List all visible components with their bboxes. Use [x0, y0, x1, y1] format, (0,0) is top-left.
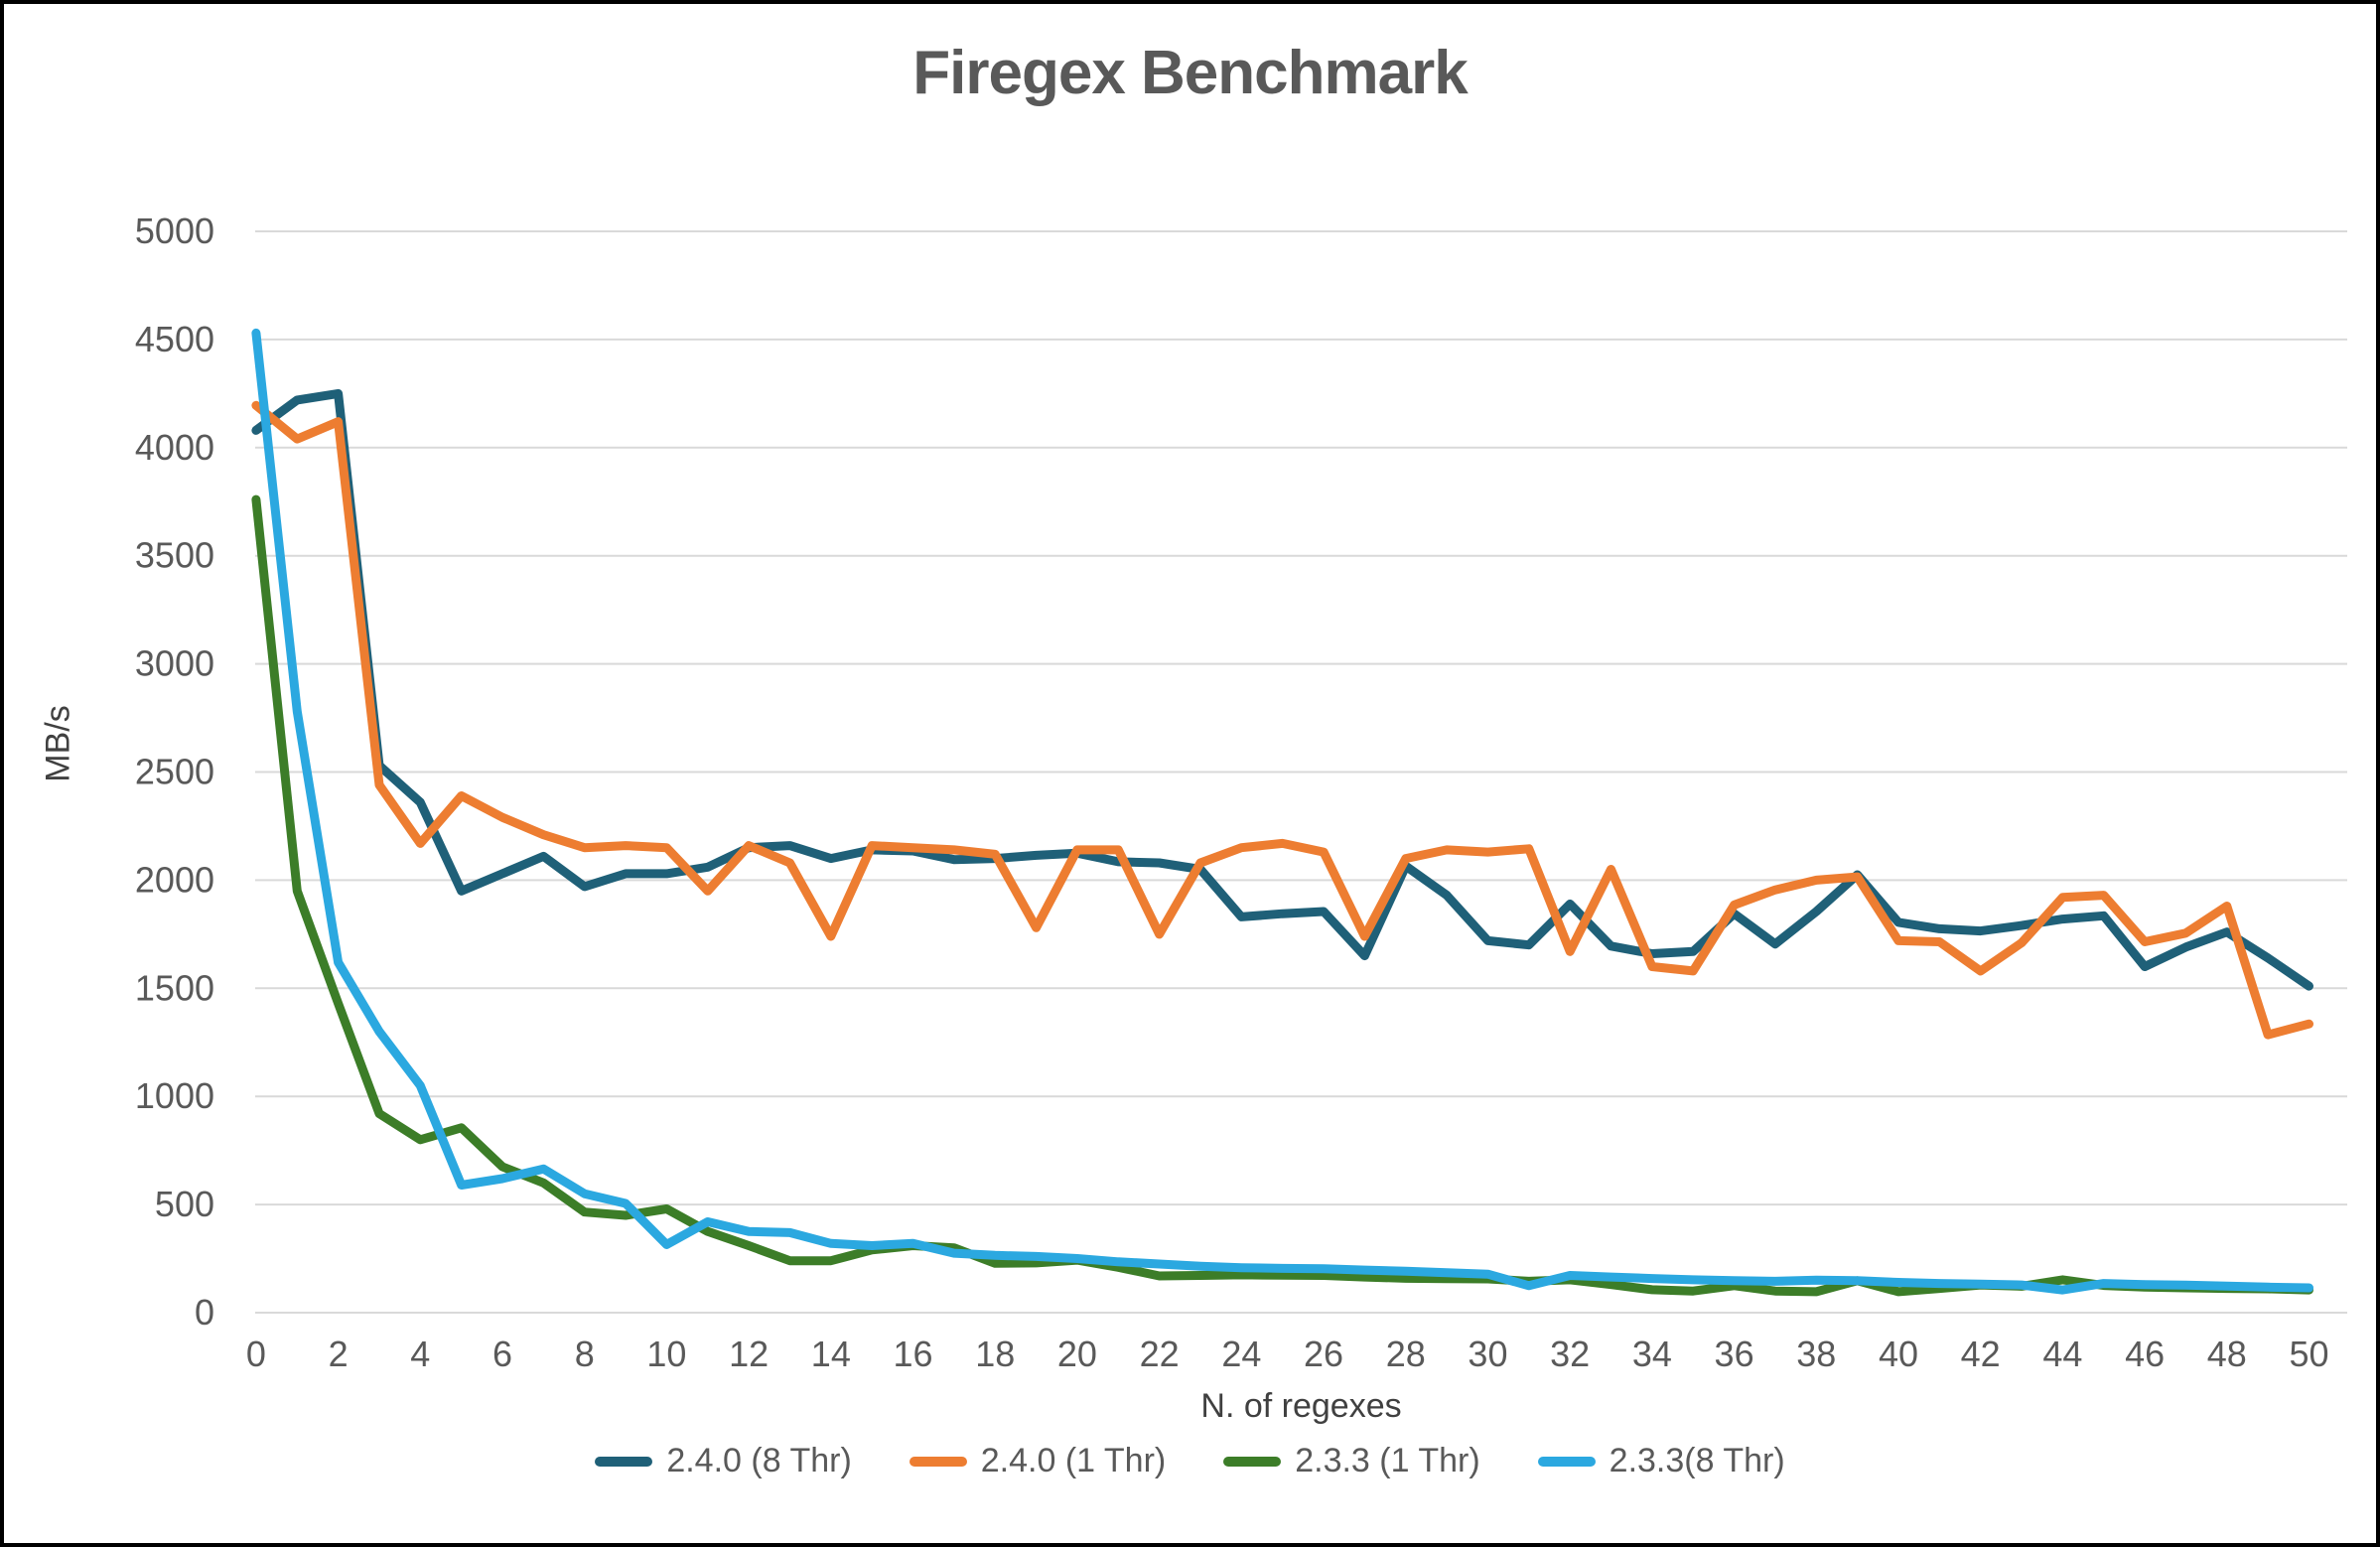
y-tick-label: 3000	[135, 643, 214, 684]
legend-item: 2.3.3 (1 Thr)	[1223, 1442, 1480, 1480]
y-tick-label: 2000	[135, 859, 214, 900]
x-tick-label: 16	[894, 1334, 933, 1374]
y-tick-label: 5000	[135, 211, 214, 251]
legend-swatch	[909, 1456, 967, 1467]
plot-area: 0500100015002000250030003500400045005000…	[135, 211, 2347, 1374]
legend-swatch	[1223, 1456, 1282, 1467]
series-line-2-3-3-1-thr-	[251, 494, 2313, 1297]
x-tick-label: 14	[811, 1334, 851, 1374]
x-tick-label: 32	[1550, 1334, 1590, 1374]
x-tick-label: 38	[1796, 1334, 1836, 1374]
y-tick-label: 4000	[135, 427, 214, 468]
x-tick-label: 34	[1632, 1334, 1672, 1374]
legend-label: 2.3.3 (1 Thr)	[1295, 1442, 1480, 1479]
y-tick-label: 0	[195, 1292, 214, 1333]
x-tick-label: 8	[575, 1334, 595, 1374]
x-tick-label: 50	[2289, 1334, 2328, 1374]
x-tick-label: 46	[2125, 1334, 2165, 1374]
series-line-2-3-3-8-thr-	[251, 328, 2313, 1295]
x-tick-label: 12	[729, 1334, 769, 1374]
series-line-2-4-0-8-thr-	[251, 388, 2313, 991]
x-tick-label: 44	[2042, 1334, 2082, 1374]
x-tick-label: 42	[1961, 1334, 2001, 1374]
legend-item: 2.4.0 (8 Thr)	[595, 1442, 852, 1480]
legend-label: 2.4.0 (1 Thr)	[980, 1442, 1167, 1479]
x-tick-label: 26	[1304, 1334, 1343, 1374]
x-tick-label: 10	[646, 1334, 686, 1374]
x-tick-label: 30	[1468, 1334, 1507, 1374]
x-tick-label: 28	[1386, 1334, 1426, 1374]
y-tick-label: 500	[155, 1184, 214, 1224]
y-tick-label: 1000	[135, 1075, 214, 1116]
x-tick-label: 2	[329, 1334, 349, 1374]
x-tick-label: 36	[1715, 1334, 1754, 1374]
x-tick-label: 40	[1879, 1334, 1918, 1374]
y-tick-label: 4500	[135, 319, 214, 359]
x-tick-label: 24	[1221, 1334, 1261, 1374]
x-tick-label: 22	[1140, 1334, 1180, 1374]
series-line-2-4-0-1-thr-	[251, 400, 2313, 1040]
legend-label: 2.3.3(8 Thr)	[1609, 1442, 1785, 1479]
x-tick-label: 0	[246, 1334, 266, 1374]
legend-swatch	[1537, 1456, 1596, 1467]
legend: 2.4.0 (8 Thr) 2.4.0 (1 Thr) 2.3.3 (1 Thr) 2…	[4, 1442, 2376, 1480]
x-axis-title: N. of regexes	[1200, 1387, 1402, 1425]
x-tick-label: 18	[975, 1334, 1015, 1374]
y-tick-label: 1500	[135, 967, 214, 1008]
legend-item: 2.4.0 (1 Thr)	[909, 1442, 1167, 1480]
x-tick-label: 6	[492, 1334, 512, 1374]
legend-swatch	[595, 1456, 653, 1467]
chart-title: Firegex Benchmark	[912, 39, 1468, 107]
legend-item: 2.3.3(8 Thr)	[1537, 1442, 1785, 1480]
x-tick-label: 4	[410, 1334, 430, 1374]
legend-label: 2.4.0 (8 Thr)	[666, 1442, 852, 1479]
x-tick-label: 48	[2207, 1334, 2247, 1374]
x-tick-label: 20	[1057, 1334, 1097, 1374]
y-tick-label: 3500	[135, 535, 214, 576]
y-tick-label: 2500	[135, 752, 214, 792]
